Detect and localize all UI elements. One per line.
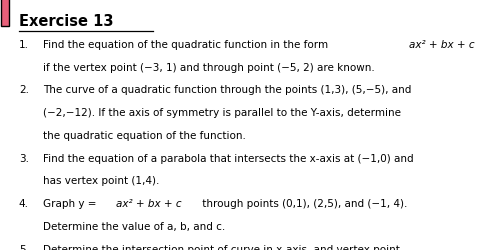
Text: Exercise 13: Exercise 13 <box>19 14 113 28</box>
Text: Graph y =: Graph y = <box>43 199 100 209</box>
Text: 2.: 2. <box>19 85 29 95</box>
Text: Find the equation of the quadratic function in the form: Find the equation of the quadratic funct… <box>43 40 332 50</box>
Text: 4.: 4. <box>19 199 29 209</box>
Text: 3.: 3. <box>19 154 29 164</box>
Text: Find the equation of a parabola that intersects the x-axis at (−1,0) and: Find the equation of a parabola that int… <box>43 154 414 164</box>
Text: through points (0,1), (2,5), and (−1, 4).: through points (0,1), (2,5), and (−1, 4)… <box>199 199 407 209</box>
Text: The curve of a quadratic function through the points (1,3), (5,−5), and: The curve of a quadratic function throug… <box>43 85 412 95</box>
Text: 5.: 5. <box>19 245 29 250</box>
Text: Determine the intersection point of curve in x-axis, and vertex point: Determine the intersection point of curv… <box>43 245 400 250</box>
Text: ax² + bx + c: ax² + bx + c <box>408 40 474 50</box>
Text: if the vertex point (−3, 1) and through point (−5, 2) are known.: if the vertex point (−3, 1) and through … <box>43 62 375 72</box>
FancyBboxPatch shape <box>1 0 9 26</box>
Text: the quadratic equation of the function.: the quadratic equation of the function. <box>43 131 246 141</box>
Text: has vertex point (1,4).: has vertex point (1,4). <box>43 176 160 186</box>
Text: (−2,−12). If the axis of symmetry is parallel to the Y-axis, determine: (−2,−12). If the axis of symmetry is par… <box>43 108 401 118</box>
Text: ax² + bx + c: ax² + bx + c <box>116 199 182 209</box>
Text: Determine the value of a, b, and c.: Determine the value of a, b, and c. <box>43 222 226 232</box>
Text: 1.: 1. <box>19 40 29 50</box>
